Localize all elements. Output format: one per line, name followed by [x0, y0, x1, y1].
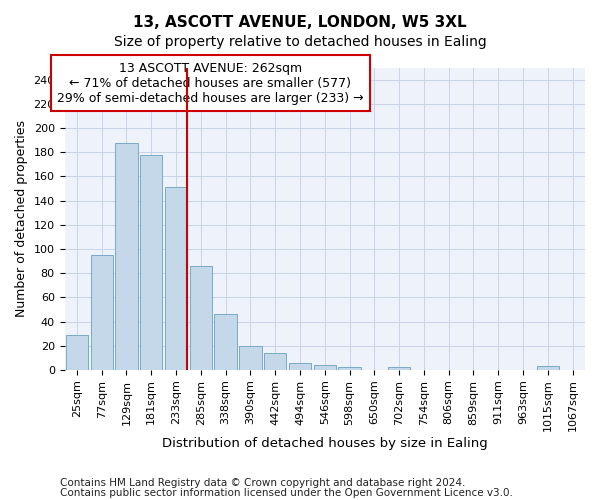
Bar	[338, 368, 361, 370]
Text: Contains public sector information licensed under the Open Government Licence v3: Contains public sector information licen…	[60, 488, 513, 498]
Bar	[239, 346, 262, 370]
Text: 13 ASCOTT AVENUE: 262sqm
← 71% of detached houses are smaller (577)
29% of semi-: 13 ASCOTT AVENUE: 262sqm ← 71% of detach…	[57, 62, 364, 104]
Text: Size of property relative to detached houses in Ealing: Size of property relative to detached ho…	[113, 35, 487, 49]
Text: 13, ASCOTT AVENUE, LONDON, W5 3XL: 13, ASCOTT AVENUE, LONDON, W5 3XL	[133, 15, 467, 30]
Bar	[264, 353, 286, 370]
Bar	[388, 368, 410, 370]
X-axis label: Distribution of detached houses by size in Ealing: Distribution of detached houses by size …	[162, 437, 488, 450]
Bar	[314, 365, 336, 370]
Text: Contains HM Land Registry data © Crown copyright and database right 2024.: Contains HM Land Registry data © Crown c…	[60, 478, 466, 488]
Bar	[91, 255, 113, 370]
Bar	[165, 188, 187, 370]
Bar	[214, 314, 237, 370]
Bar	[66, 335, 88, 370]
Bar	[536, 366, 559, 370]
Bar	[115, 142, 137, 370]
Bar	[190, 266, 212, 370]
Bar	[140, 154, 163, 370]
Bar	[289, 362, 311, 370]
Y-axis label: Number of detached properties: Number of detached properties	[15, 120, 28, 318]
